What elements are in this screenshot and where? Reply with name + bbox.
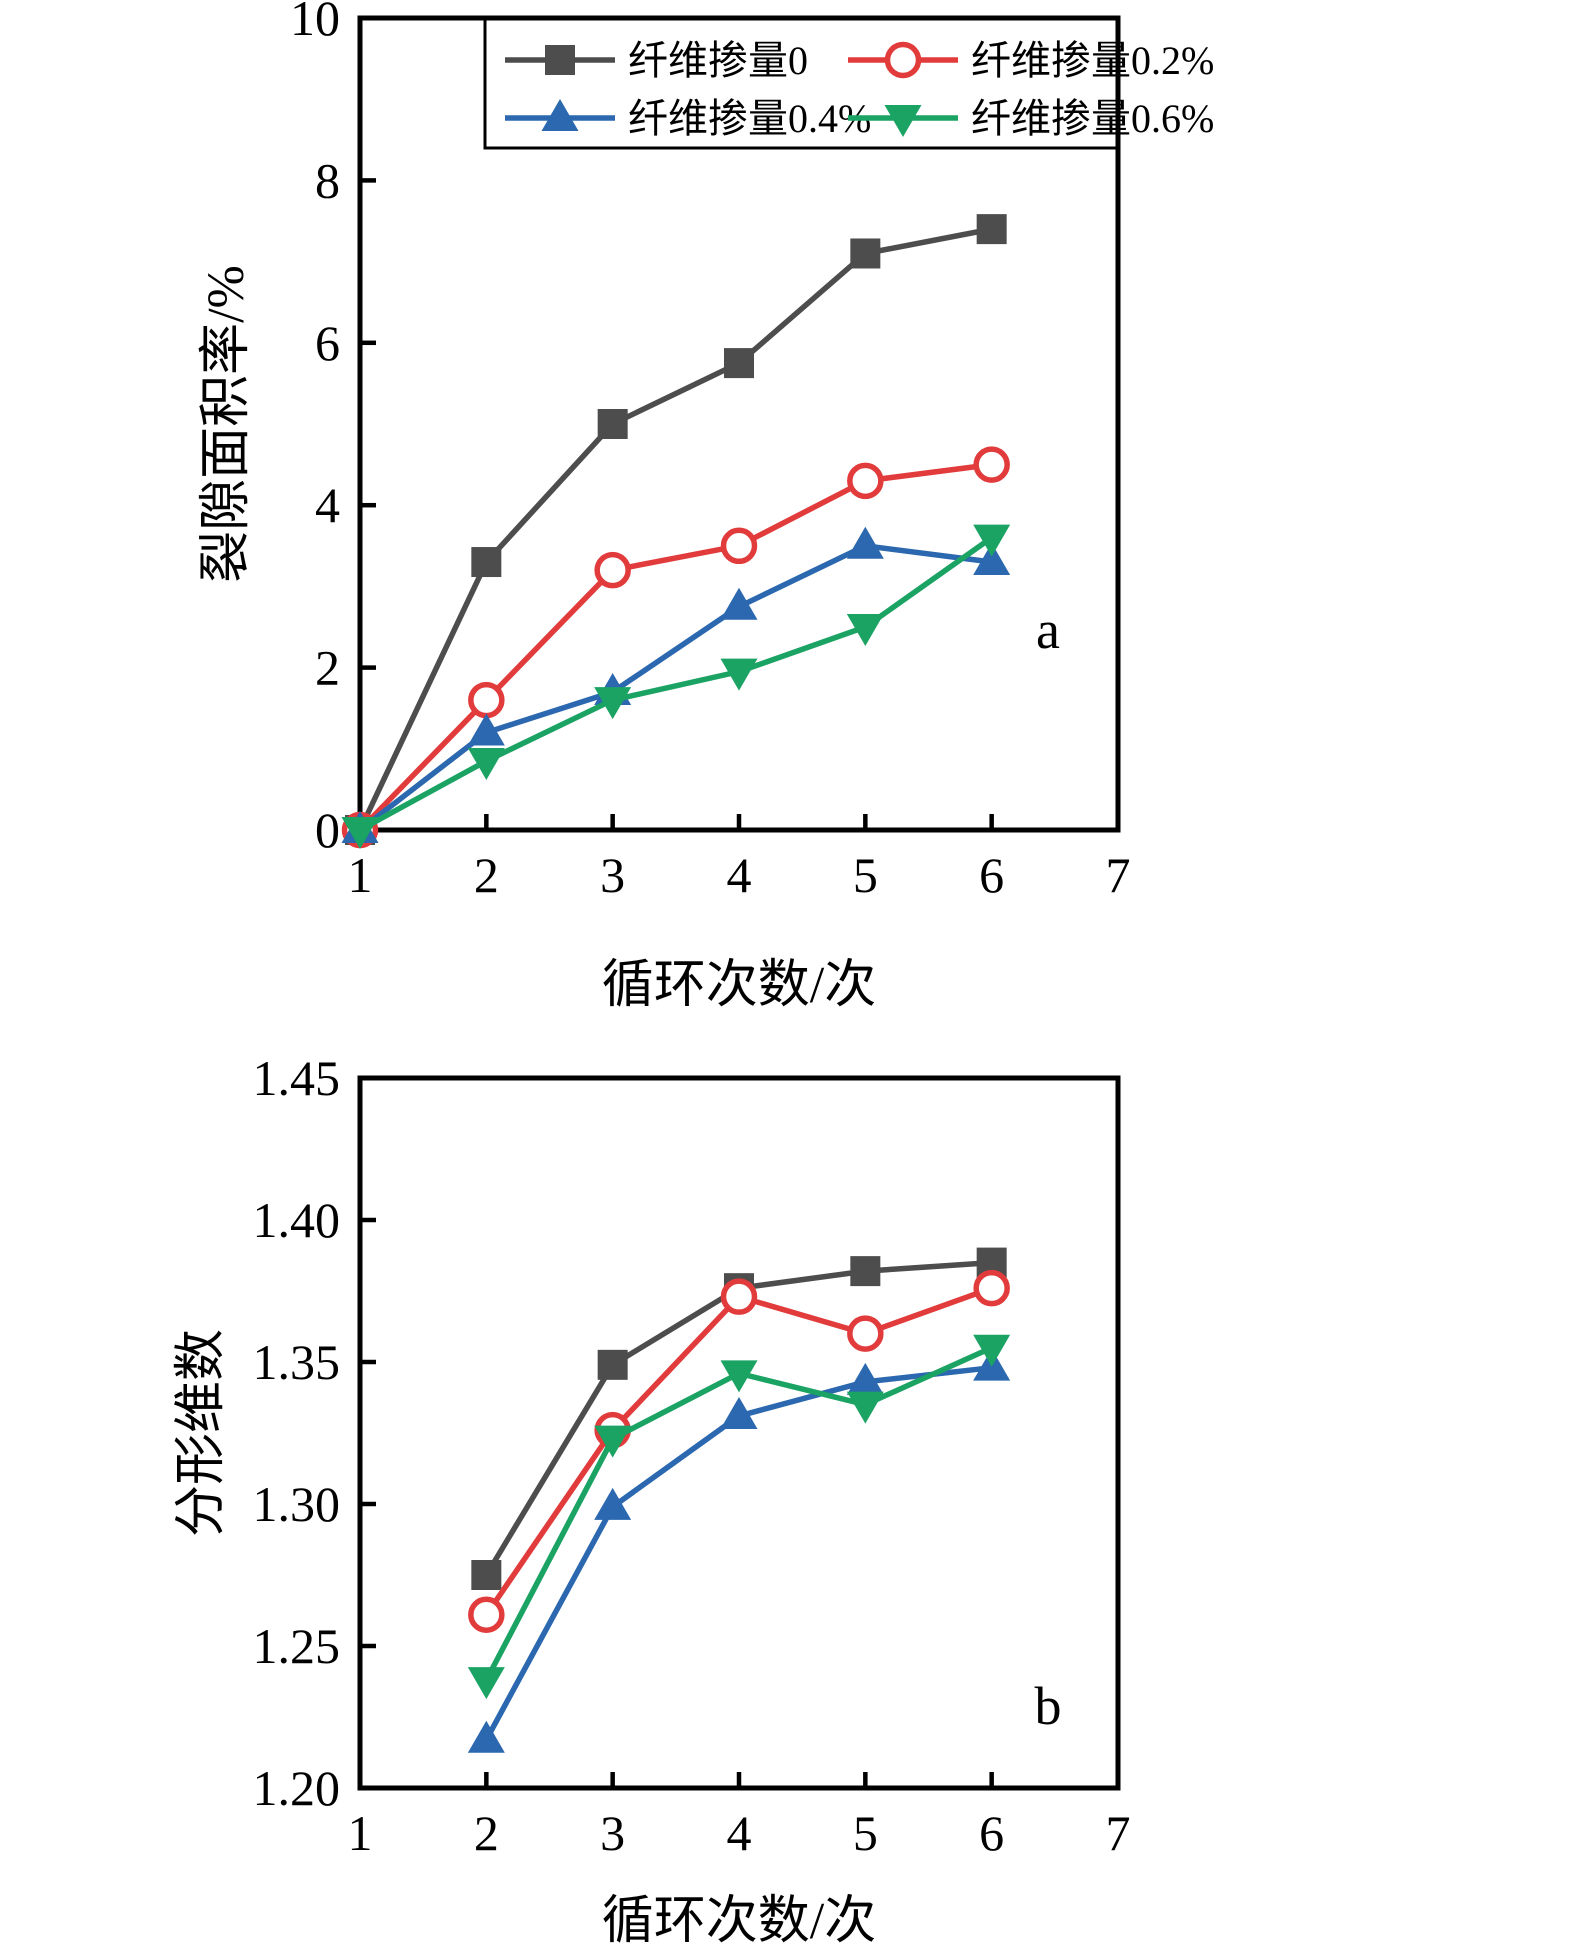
x-tick-label: 7	[1106, 1805, 1131, 1861]
marker-triangle-up	[594, 1487, 632, 1520]
y-tick-label: 1.45	[253, 1050, 341, 1106]
x-tick-label: 4	[727, 847, 752, 903]
x-tick-label: 2	[474, 847, 499, 903]
marker-square	[597, 409, 628, 439]
marker-square	[850, 238, 881, 269]
legend-item-纤维掺量0.6%: 纤维掺量0.6%	[848, 96, 1214, 141]
x-tick-label: 1	[348, 1805, 373, 1861]
series-line	[358, 535, 994, 833]
y-tick-label: 1.25	[253, 1618, 341, 1674]
marker-triangle-down	[341, 817, 379, 849]
x-tick-label: 3	[600, 1805, 625, 1861]
panel-b-group: 1 2 3 4 5 6 7 1.20 1.25 1.30 1.35 1.40 1.45 循环次数/次 分形维…	[173, 1050, 1131, 1945]
marker-triangle-down	[720, 658, 758, 691]
y-tick-label: 1.35	[253, 1334, 341, 1390]
marker-circle-open	[973, 1269, 1010, 1307]
y-tick-label: 10	[290, 0, 340, 46]
legend-label: 纤维掺量0.6%	[971, 96, 1214, 141]
y-tick-label: 4	[315, 477, 340, 533]
y-tick-label: 1.20	[253, 1760, 341, 1816]
marker-triangle-up	[720, 1396, 758, 1429]
marker-triangle-up	[846, 1362, 884, 1395]
marker-square	[471, 1560, 502, 1590]
marker-square	[850, 1256, 881, 1287]
legend-item-纤维掺量0.4%: 纤维掺量0.4%	[505, 96, 871, 141]
marker-triangle-up	[467, 1720, 505, 1753]
marker-square	[597, 1349, 628, 1380]
marker-triangle-down	[467, 747, 505, 780]
series-纤维掺量0.2%	[468, 1269, 1010, 1634]
x-tick-label: 7	[1106, 847, 1131, 903]
marker-triangle-down	[594, 687, 632, 720]
y-tick-label: 1.40	[253, 1192, 341, 1248]
marker-triangle-down	[884, 105, 922, 137]
x-tick-label: 1	[348, 847, 373, 903]
panel-letter: b	[1035, 1676, 1062, 1736]
marker-square	[545, 45, 575, 75]
marker-circle-open	[720, 527, 758, 565]
marker-square	[471, 547, 502, 578]
legend-item-纤维掺量0.2%: 纤维掺量0.2%	[848, 38, 1214, 83]
marker-triangle-down	[846, 614, 884, 646]
marker-triangle-up	[720, 587, 758, 620]
marker-circle-open	[884, 41, 922, 79]
x-tick-label: 6	[979, 847, 1004, 903]
marker-circle-open	[594, 551, 631, 589]
marker-triangle-up	[846, 526, 884, 559]
series-纤维掺量0	[345, 214, 1007, 845]
series-line	[357, 226, 993, 832]
marker-triangle-up	[467, 713, 505, 746]
marker-circle-open	[973, 446, 1010, 483]
marker-triangle-down	[846, 1391, 884, 1424]
x-axis-title: 循环次数/次	[602, 957, 876, 1014]
legend-label: 纤维掺量0.4%	[628, 96, 871, 141]
marker-circle-open	[468, 1596, 505, 1634]
panel-a-group: 1 2 3 4 5 6 7 0 2 4 6 8 10 循环次数/次 裂隙面积率/% 纤维掺量0 纤维掺量0.2%…	[198, 0, 1214, 1014]
x-tick-label: 5	[853, 1805, 878, 1861]
legend-box	[483, 16, 1120, 150]
marker-circle-open	[847, 1315, 884, 1352]
y-axis-title: 裂隙面积率/%	[198, 265, 255, 583]
legend-label: 纤维掺量0.2%	[971, 38, 1214, 83]
marker-square	[976, 214, 1007, 245]
marker-triangle-down	[973, 1334, 1011, 1367]
x-tick-label: 4	[727, 1805, 752, 1861]
marker-square	[724, 348, 754, 379]
x-tick-label: 3	[600, 847, 625, 903]
plot-frame	[357, 1075, 1121, 1791]
y-tick-label: 8	[315, 152, 340, 208]
marker-circle-open	[720, 1278, 758, 1315]
legend-label: 纤维掺量0	[628, 38, 808, 83]
series-纤维掺量0.6%	[467, 1334, 1011, 1700]
y-tick-label: 6	[315, 315, 340, 371]
panel-letter: a	[1036, 600, 1060, 660]
marker-circle-open	[468, 681, 505, 719]
y-tick-label: 1.30	[253, 1476, 341, 1532]
legend-item-纤维掺量0: 纤维掺量0	[505, 38, 808, 83]
series-纤维掺量0.2%	[341, 446, 1010, 849]
y-tick-label: 0	[315, 802, 340, 858]
marker-triangle-down	[720, 1360, 758, 1393]
series-纤维掺量0.6%	[341, 524, 1011, 849]
x-tick-label: 5	[853, 847, 878, 903]
series-纤维掺量0.4%	[467, 1348, 1011, 1753]
series-line	[358, 542, 993, 833]
y-tick-label: 2	[315, 640, 340, 696]
marker-triangle-up	[541, 99, 579, 131]
legend: 纤维掺量0 纤维掺量0.2% 纤维掺量0.4% 纤维掺量0.6%	[483, 16, 1214, 150]
marker-triangle-down	[973, 524, 1011, 557]
marker-triangle-down	[594, 1425, 632, 1458]
marker-circle-open	[847, 462, 884, 500]
marker-triangle-down	[467, 1667, 505, 1700]
marker-triangle-up	[973, 543, 1011, 576]
series-line	[358, 461, 993, 832]
x-tick-label: 6	[979, 1805, 1004, 1861]
x-axis-title: 循环次数/次	[602, 1893, 876, 1945]
x-tick-label: 2	[474, 1805, 499, 1861]
y-axis-title: 分形维数	[173, 1329, 230, 1537]
